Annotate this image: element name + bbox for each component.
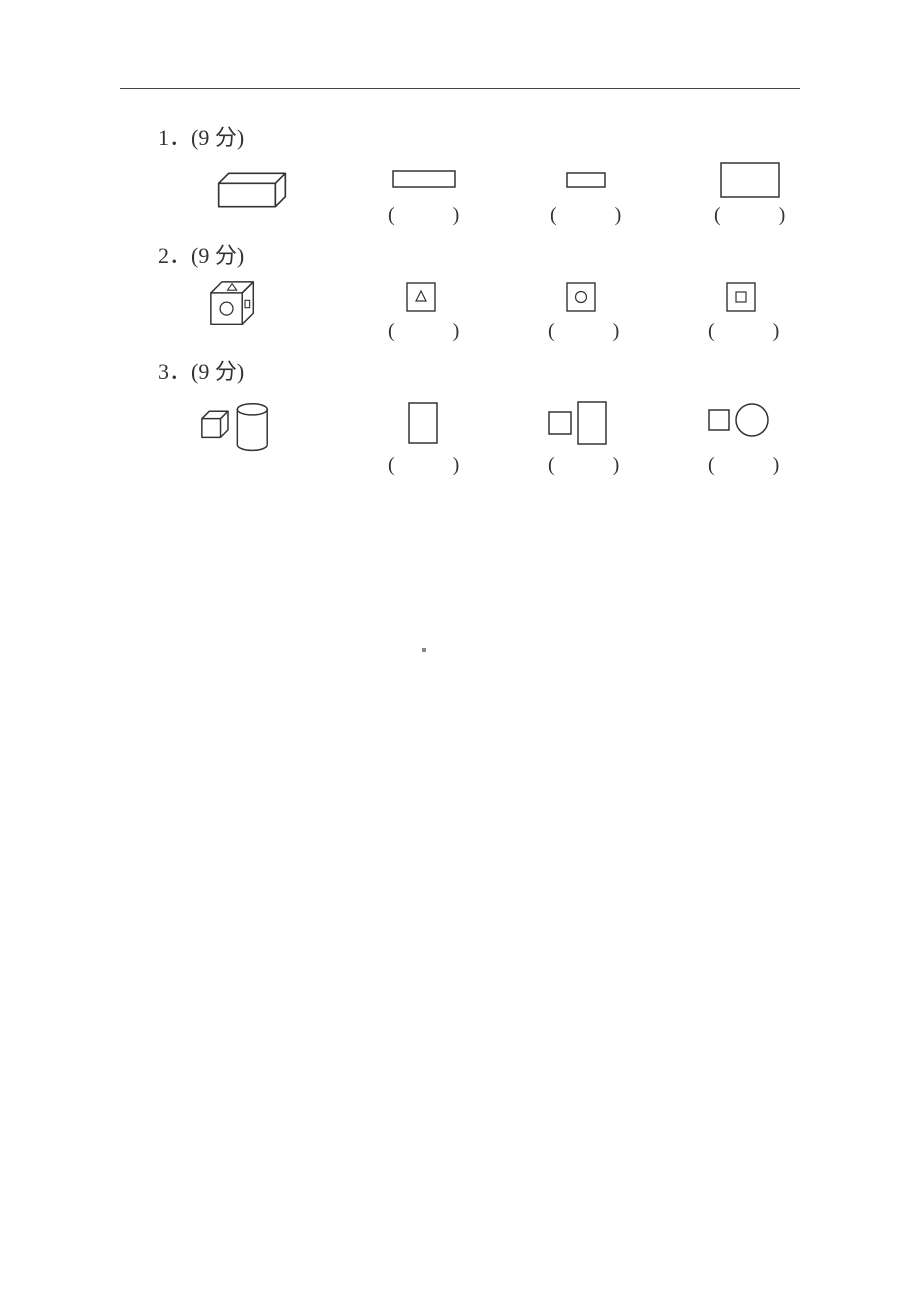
q3-option-a-blank: ( ) (388, 454, 461, 477)
question-1-label: 1．(9 分) (158, 120, 244, 152)
q3-option-b-shape (548, 400, 612, 446)
q3-option-c-shape (708, 402, 772, 438)
q1-option-c-shape (720, 162, 780, 198)
q1-option-c-blank: ( ) (714, 204, 787, 227)
question-3-label: 3．(9 分) (158, 354, 244, 386)
q2-option-c-shape (726, 282, 756, 312)
q1-option-a-shape (392, 170, 456, 188)
q2-cube-3d (205, 280, 261, 328)
q1-cuboid-3d (215, 170, 299, 210)
question-2-label: 2．(9 分) (158, 238, 244, 270)
q2-option-b-blank: ( ) (548, 320, 621, 343)
q3-option-a-shape (408, 402, 438, 444)
page-center-dot (422, 648, 426, 652)
q1-option-a-blank: ( ) (388, 204, 461, 227)
top-rule (120, 88, 800, 89)
q3-option-b-blank: ( ) (548, 454, 621, 477)
q3-cube-cylinder-3d (200, 400, 284, 456)
q2-option-c-blank: ( ) (708, 320, 781, 343)
q2-option-a-shape (406, 282, 436, 312)
q2-option-b-shape (566, 282, 596, 312)
q1-option-b-shape (566, 172, 606, 188)
q1-option-b-blank: ( ) (550, 204, 623, 227)
q2-option-a-blank: ( ) (388, 320, 461, 343)
q3-option-c-blank: ( ) (708, 454, 781, 477)
page: 1．(9 分) ( ) ( ) ( ) 2．(9 分) (0, 0, 920, 1302)
